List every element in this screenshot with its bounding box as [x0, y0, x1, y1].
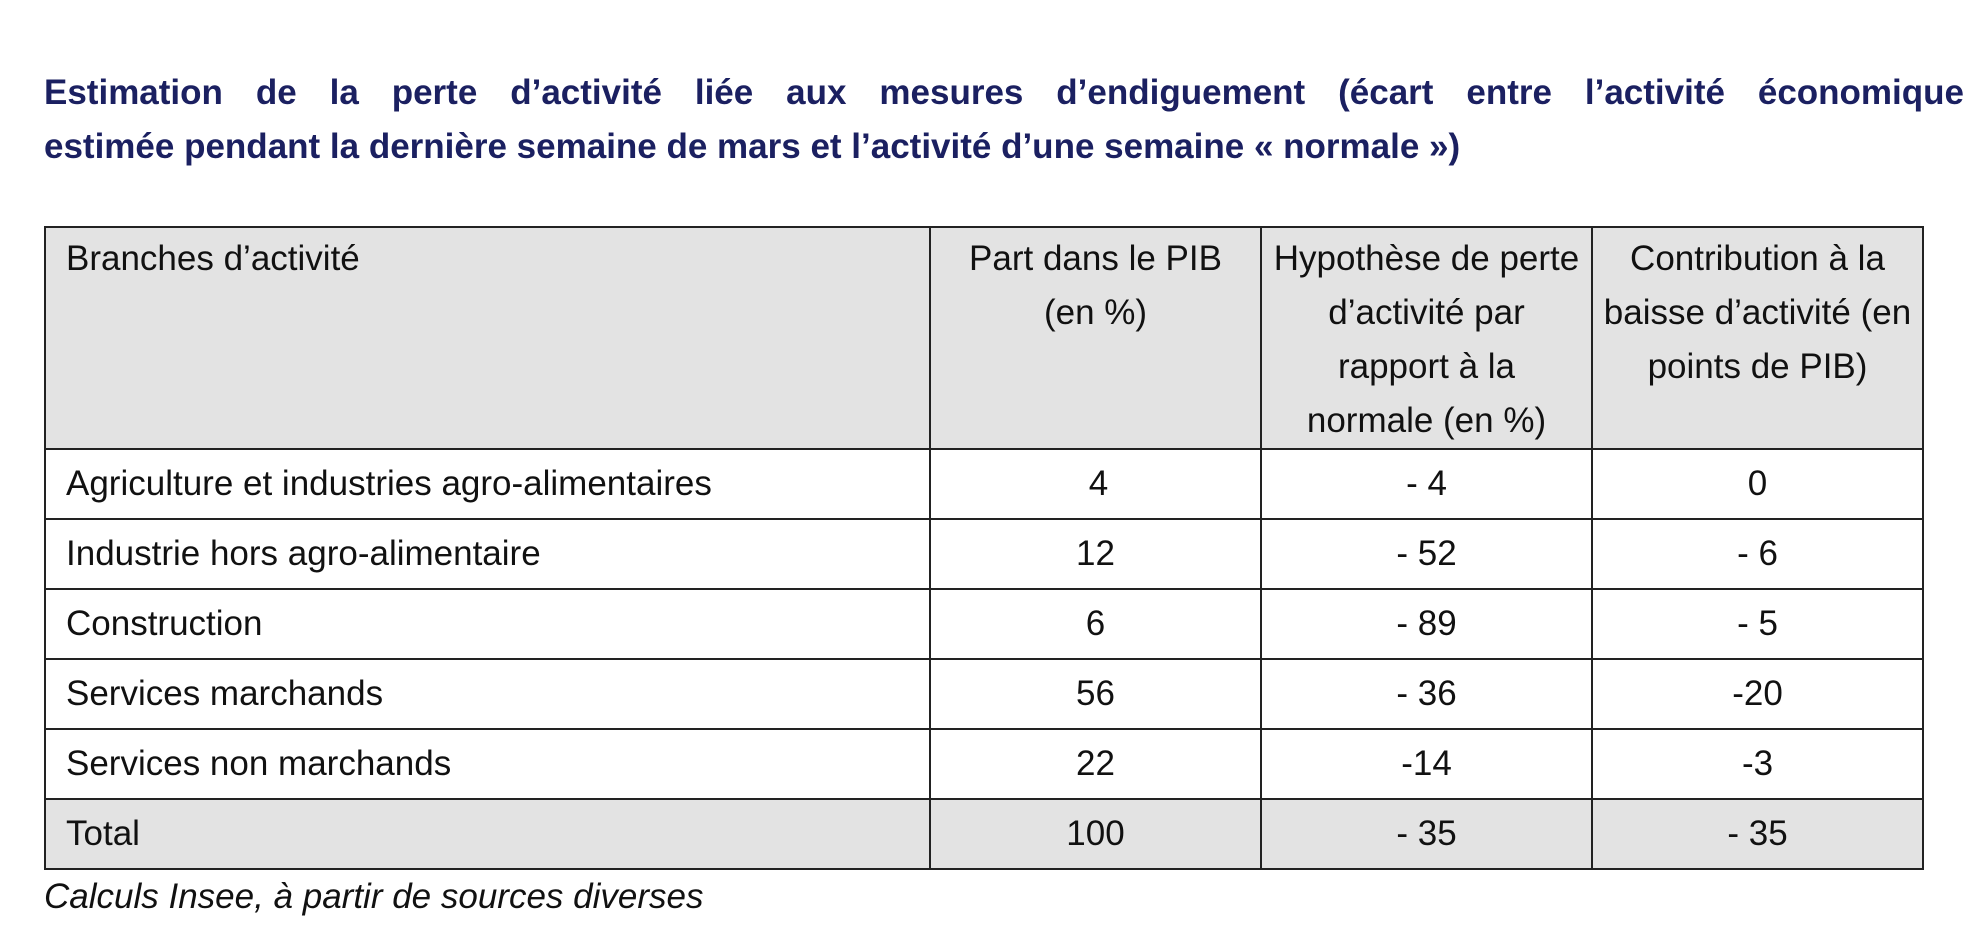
row-hypothese-perte: - 89 — [1260, 588, 1593, 660]
document-title: Estimation de la perte d’activité liée a… — [44, 66, 1964, 174]
header-hypothese-perte: Hypothèse de perte d’activité par rappor… — [1260, 226, 1593, 450]
row-hypothese-perte: - 4 — [1260, 448, 1593, 520]
table-row: Services non marchands 22 -14 -3 — [44, 728, 1924, 800]
row-branch: Construction — [44, 588, 931, 660]
row-part-pib: 4 — [929, 448, 1262, 520]
total-part-pib: 100 — [929, 798, 1262, 870]
row-part-pib: 56 — [929, 658, 1262, 730]
activity-loss-table: Branches d’activité Part dans le PIB (en… — [44, 226, 1924, 870]
source-note: Calculs Insee, à partir de sources diver… — [44, 877, 704, 916]
row-contribution: - 5 — [1591, 588, 1924, 660]
table-total-row: Total 100 - 35 - 35 — [44, 798, 1924, 870]
row-part-pib: 12 — [929, 518, 1262, 590]
table-row: Construction 6 - 89 - 5 — [44, 588, 1924, 660]
row-part-pib: 22 — [929, 728, 1262, 800]
row-hypothese-perte: - 36 — [1260, 658, 1593, 730]
row-branch: Services non marchands — [44, 728, 931, 800]
total-contribution: - 35 — [1591, 798, 1924, 870]
table-header-row: Branches d’activité Part dans le PIB (en… — [44, 226, 1924, 450]
row-contribution: -3 — [1591, 728, 1924, 800]
table-row: Services marchands 56 - 36 -20 — [44, 658, 1924, 730]
title-line-2: estimée pendant la dernière semaine de m… — [44, 127, 1461, 166]
row-hypothese-perte: -14 — [1260, 728, 1593, 800]
row-hypothese-perte: - 52 — [1260, 518, 1593, 590]
row-contribution: -20 — [1591, 658, 1924, 730]
row-contribution: - 6 — [1591, 518, 1924, 590]
row-part-pib: 6 — [929, 588, 1262, 660]
row-branch: Services marchands — [44, 658, 931, 730]
header-part-pib: Part dans le PIB (en %) — [929, 226, 1262, 450]
row-branch: Agriculture et industries agro-alimentai… — [44, 448, 931, 520]
row-branch: Industrie hors agro-alimentaire — [44, 518, 931, 590]
total-label: Total — [44, 798, 931, 870]
table-row: Industrie hors agro-alimentaire 12 - 52 … — [44, 518, 1924, 590]
header-contribution-baisse: Contribution à la baisse d’activité (en … — [1591, 226, 1924, 450]
header-branches: Branches d’activité — [44, 226, 931, 450]
title-line-1: Estimation de la perte d’activité liée a… — [44, 73, 1964, 112]
table-row: Agriculture et industries agro-alimentai… — [44, 448, 1924, 520]
total-hypothese-perte: - 35 — [1260, 798, 1593, 870]
row-contribution: 0 — [1591, 448, 1924, 520]
